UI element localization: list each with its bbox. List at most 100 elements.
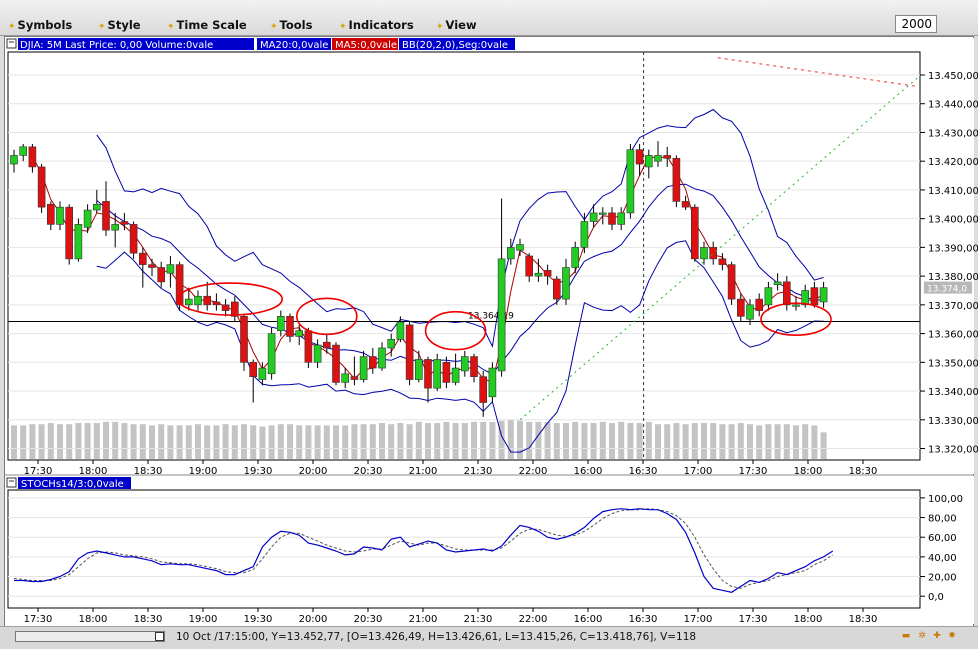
volume-bar (149, 425, 155, 459)
volume-bar (434, 423, 441, 459)
candle (543, 264, 552, 285)
volume-bars (11, 419, 827, 459)
menu-time-scale[interactable]: ✦ Time Scale (167, 18, 247, 32)
stoch-signal-line (13, 508, 834, 589)
candle-body (93, 203, 101, 211)
volume-bar (682, 424, 689, 459)
volume-bar (75, 423, 82, 459)
candle-body (267, 333, 276, 375)
volume-bar (701, 423, 707, 459)
stoch-axis: 100,00 80,00 60,00 40,00 20,00 0,0 (920, 494, 963, 603)
volume-bar (406, 424, 413, 459)
volume-bar (636, 423, 643, 459)
candle (819, 281, 828, 308)
volume-bar (489, 421, 496, 459)
candle-body (571, 247, 580, 268)
menu-view[interactable]: ✦ View (436, 18, 477, 32)
volume-bar (287, 424, 293, 459)
candle-body (148, 264, 156, 268)
x-tick-label: 21:00 (409, 466, 438, 477)
candle-body (120, 221, 129, 225)
stoch-k-line (14, 508, 834, 593)
x-tick-label: 18:30 (849, 614, 878, 625)
candle (240, 313, 248, 371)
volume-bar (204, 425, 211, 459)
candle-body (276, 316, 285, 332)
volume-bar (507, 419, 514, 459)
candle-body (212, 301, 221, 306)
volume-bar (590, 423, 597, 459)
last-price-label: 13.374,0 (927, 285, 967, 295)
menu-indicators[interactable]: ✦ Indicators (339, 18, 414, 32)
x-tick-label: 16:30 (629, 614, 658, 625)
volume-bar (268, 425, 275, 459)
volume-bar (397, 423, 404, 459)
x-tick-label: 20:00 (299, 614, 328, 625)
candle (322, 333, 331, 354)
candle-body (313, 344, 322, 363)
zoom-input[interactable]: 2000 (895, 15, 937, 33)
gear-icon[interactable]: ✹ (948, 631, 956, 641)
candle (378, 342, 386, 371)
candle (286, 313, 294, 343)
volume-bar (360, 424, 367, 459)
candle-body (221, 304, 230, 311)
candle-body (433, 359, 442, 389)
volume-bar (452, 423, 459, 459)
candle-body (801, 290, 810, 306)
x-tick-label: 17:30 (739, 614, 768, 625)
stoch-panel-menu-icon[interactable] (6, 477, 17, 488)
x-tick-label: 16:00 (574, 466, 603, 477)
candle-body (497, 258, 506, 372)
scrollbar-thumb[interactable] (155, 632, 164, 641)
candle (313, 339, 322, 369)
zoom-in-icon[interactable]: ✚ (933, 631, 941, 641)
candle (267, 327, 276, 380)
candle-body (424, 359, 432, 389)
volume-bar (820, 432, 827, 459)
candle (672, 155, 681, 208)
candle (488, 362, 497, 403)
price-axis: 13.450,00 13.440,00 13.430,00 13.420,00 13.4… (920, 71, 978, 456)
dropdown-arrow-icon: ✦ (270, 22, 278, 32)
candle-body (525, 255, 534, 277)
volume-bar (756, 425, 763, 459)
candle (516, 238, 524, 256)
volume-bar (167, 425, 174, 459)
menu-symbols[interactable]: ✦ Symbols (8, 18, 72, 32)
horizontal-scrollbar[interactable] (15, 631, 165, 642)
candle (580, 212, 589, 254)
candle (727, 261, 736, 305)
candle-body (405, 324, 414, 380)
candle-body (414, 359, 423, 380)
candle (221, 299, 230, 317)
candle (755, 293, 764, 317)
volume-bar (691, 423, 698, 459)
candle-body (102, 201, 110, 231)
zoom-out-icon[interactable]: ▬ (901, 631, 911, 641)
candle (571, 241, 580, 274)
volume-bar (645, 421, 652, 459)
candle-body (635, 149, 644, 165)
candle (442, 356, 451, 389)
menu-style[interactable]: ✦ Style (98, 18, 141, 32)
menu-tools[interactable]: ✦ Tools (270, 18, 312, 32)
settings-icon[interactable]: ✲ (918, 631, 926, 641)
dropdown-arrow-icon: ✦ (436, 22, 444, 32)
candle-body (231, 301, 239, 317)
stoch-legend-label: STOCHs14/3:0,0vale (21, 479, 124, 490)
bollinger-lower-line (96, 240, 824, 453)
volume-bar (158, 424, 165, 459)
volume-bar (728, 424, 735, 459)
candle (129, 221, 138, 259)
candle (185, 287, 193, 311)
volume-bar (710, 423, 717, 459)
volume-bar (811, 425, 818, 459)
y-tick-label: 13.360,00 (928, 330, 978, 341)
candle (258, 362, 267, 386)
panel-menu-icon[interactable] (6, 38, 17, 49)
candle-body (350, 376, 359, 380)
y-tick-label: 13.410,00 (928, 186, 978, 197)
candle (46, 201, 55, 231)
